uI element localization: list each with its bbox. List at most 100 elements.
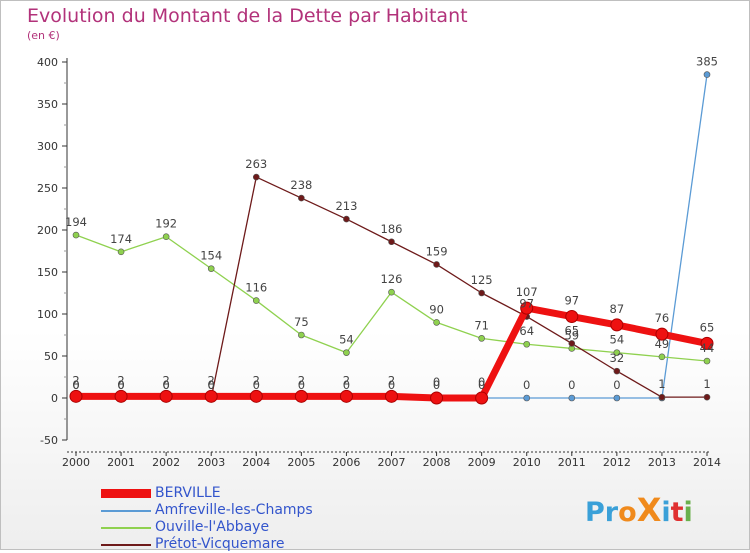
data-label: 0: [433, 378, 440, 392]
data-label: 0: [568, 378, 575, 392]
data-label: 65: [700, 320, 715, 334]
data-label: 0: [162, 378, 169, 392]
data-label: 385: [696, 55, 718, 69]
data-point: [430, 391, 444, 405]
data-label: 0: [298, 378, 305, 392]
series-line-1: [76, 74, 708, 399]
data-point: [568, 340, 576, 347]
data-point: [610, 318, 624, 332]
data-point: [117, 248, 125, 256]
data-label: 0: [208, 378, 215, 392]
data-label: 0: [343, 378, 350, 392]
data-point: [658, 393, 666, 401]
logo-letter: P: [585, 497, 605, 528]
data-label: 65: [564, 323, 579, 337]
chart-title: Evolution du Montant de la Dette par Hab…: [27, 5, 468, 27]
data-label: 238: [290, 178, 312, 192]
logo-letter: i: [661, 497, 671, 528]
y-tick-label: 50: [44, 350, 58, 363]
data-label: 0: [253, 378, 260, 392]
x-tick-label: 2009: [468, 456, 496, 469]
data-label: 0: [478, 378, 485, 392]
data-point: [339, 389, 353, 403]
data-label: 0: [523, 378, 530, 392]
legend-label: BERVILLE: [155, 485, 221, 501]
data-point: [207, 265, 215, 272]
data-label: 2: [343, 373, 350, 387]
data-label: 159: [426, 244, 448, 258]
x-tick-label: 2004: [242, 456, 270, 469]
data-point: [385, 389, 398, 403]
data-point: [252, 297, 260, 304]
data-point: [568, 394, 576, 402]
data-label: 126: [381, 272, 403, 286]
chart-subtitle: (en €): [27, 29, 60, 42]
data-point: [613, 394, 621, 402]
y-tick-label: 350: [37, 98, 58, 111]
data-point: [69, 389, 83, 403]
data-label: 174: [110, 232, 132, 246]
y-tick-label: 100: [37, 308, 58, 321]
data-label: 76: [655, 311, 670, 325]
data-label: 97: [519, 297, 534, 311]
data-point: [252, 173, 260, 181]
x-tick-label: 2014: [693, 456, 721, 469]
data-label: 0: [208, 378, 215, 392]
data-label: 32: [610, 351, 625, 365]
data-point: [114, 389, 128, 403]
data-label: 87: [610, 302, 625, 316]
legend-swatch: [101, 543, 151, 546]
data-point: [298, 194, 305, 202]
data-label: 2: [72, 373, 79, 387]
data-label: 0: [478, 375, 485, 389]
logo-letter: i: [683, 497, 693, 528]
x-tick-label: 2001: [107, 456, 135, 469]
data-point: [703, 357, 711, 365]
data-label: 0: [433, 375, 440, 389]
data-label: 116: [245, 281, 267, 295]
data-point: [523, 340, 531, 348]
logo-letter: r: [604, 497, 619, 528]
data-label: 107: [516, 285, 538, 299]
data-label: 0: [613, 378, 620, 392]
data-label: 263: [245, 157, 267, 171]
data-label: 64: [519, 324, 534, 338]
x-tick-label: 2000: [62, 456, 90, 469]
data-label: 186: [381, 222, 403, 236]
data-point: [159, 389, 173, 403]
data-label: 194: [65, 215, 87, 229]
data-label: 97: [564, 294, 579, 308]
x-tick-label: 2011: [558, 456, 586, 469]
data-label: 2: [253, 373, 260, 387]
data-label: 90: [429, 302, 444, 316]
y-tick-label: 200: [37, 224, 58, 237]
data-label: 2: [162, 373, 169, 387]
y-tick-label: 400: [37, 56, 58, 69]
data-point: [294, 389, 308, 403]
data-point: [162, 233, 170, 241]
data-point: [658, 353, 666, 361]
data-point: [565, 310, 579, 324]
y-tick-label: 150: [37, 266, 58, 279]
data-point: [613, 367, 621, 375]
data-label: 1: [658, 377, 665, 391]
data-point: [204, 389, 218, 403]
data-label: 71: [474, 318, 489, 332]
data-point: [478, 335, 485, 342]
data-label: 0: [117, 378, 124, 392]
data-label: 1: [703, 377, 710, 391]
data-point: [523, 394, 531, 402]
data-label: 75: [294, 315, 309, 329]
x-tick-label: 2008: [423, 456, 451, 469]
y-tick-label: -50: [40, 434, 58, 447]
data-label: 2: [298, 373, 305, 387]
legend-swatch: [101, 509, 151, 512]
x-tick-label: 2006: [332, 456, 360, 469]
data-label: 2: [208, 373, 215, 387]
data-label: 44: [700, 341, 715, 355]
x-tick-label: 2005: [287, 456, 315, 469]
y-tick-label: 0: [51, 392, 58, 405]
data-label: 2: [117, 373, 124, 387]
